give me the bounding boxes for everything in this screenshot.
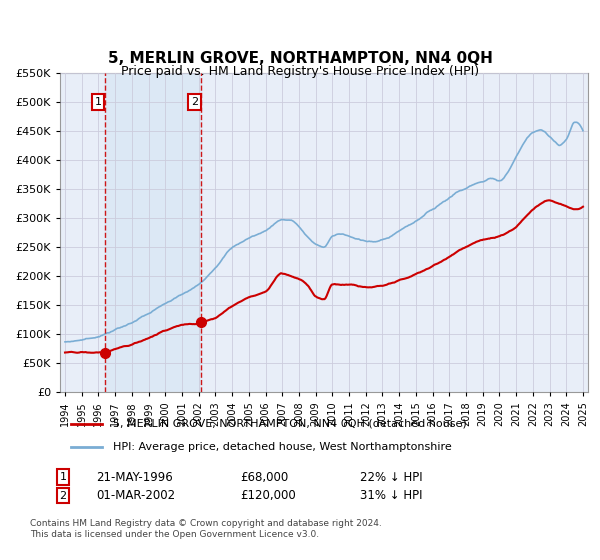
Text: 2: 2 <box>59 491 67 501</box>
Text: £120,000: £120,000 <box>240 489 296 502</box>
Text: Contains HM Land Registry data © Crown copyright and database right 2024.
This d: Contains HM Land Registry data © Crown c… <box>30 520 382 539</box>
Text: HPI: Average price, detached house, West Northamptonshire: HPI: Average price, detached house, West… <box>113 442 452 452</box>
Text: 5, MERLIN GROVE, NORTHAMPTON, NN4 0QH (detached house): 5, MERLIN GROVE, NORTHAMPTON, NN4 0QH (d… <box>113 419 467 429</box>
Text: £68,000: £68,000 <box>240 470 288 484</box>
Text: 2: 2 <box>191 97 198 107</box>
Text: 01-MAR-2002: 01-MAR-2002 <box>96 489 175 502</box>
Text: 22% ↓ HPI: 22% ↓ HPI <box>360 470 422 484</box>
Text: 21-MAY-1996: 21-MAY-1996 <box>96 470 173 484</box>
Text: 1: 1 <box>59 472 67 482</box>
Bar <box>105 73 202 392</box>
Text: 31% ↓ HPI: 31% ↓ HPI <box>360 489 422 502</box>
Text: Price paid vs. HM Land Registry's House Price Index (HPI): Price paid vs. HM Land Registry's House … <box>121 65 479 78</box>
Text: 1: 1 <box>95 97 101 107</box>
Text: 5, MERLIN GROVE, NORTHAMPTON, NN4 0QH: 5, MERLIN GROVE, NORTHAMPTON, NN4 0QH <box>107 52 493 66</box>
